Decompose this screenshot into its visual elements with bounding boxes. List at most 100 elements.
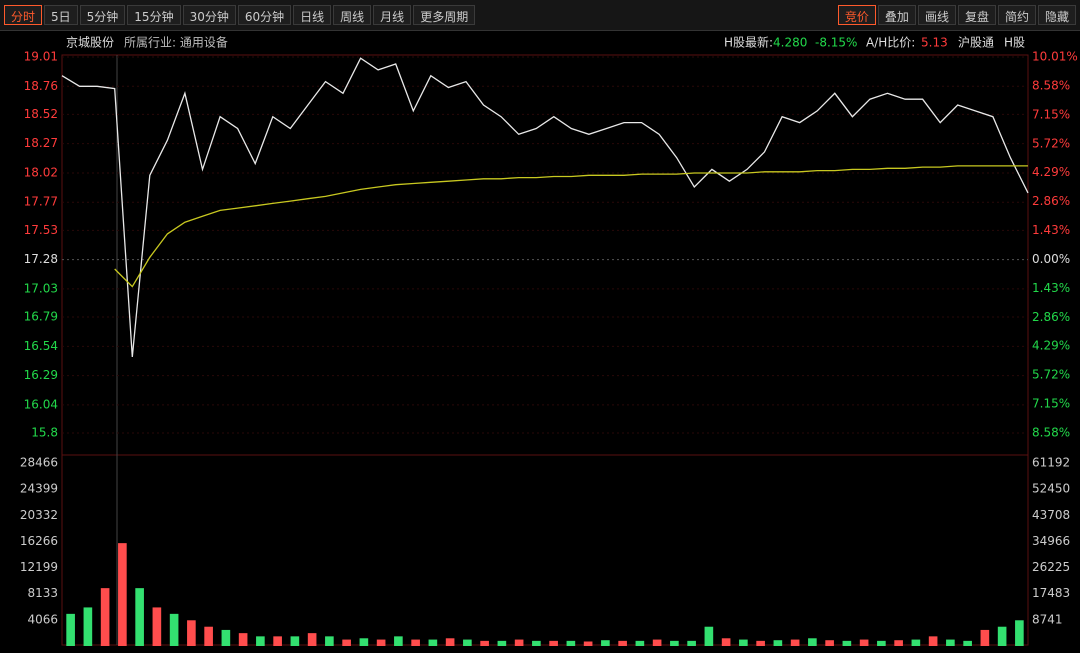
y-tick-label: 4066 (27, 612, 58, 626)
volume-bar (359, 638, 369, 646)
toolbar-button[interactable]: 复盘 (957, 5, 996, 25)
y-tick-label: 16.29 (24, 368, 58, 382)
volume-bar (463, 639, 472, 646)
toolbar-left: 分时 5日 5分钟 15分钟 30分钟 60分钟 日线 周线 月线 更多周期 (0, 0, 479, 30)
volume-bar (963, 640, 972, 646)
toolbar-button[interactable]: 隐藏 (1037, 5, 1076, 25)
h-label: H股最新: (724, 35, 773, 50)
volume-bar (256, 636, 265, 646)
volume-bar (583, 641, 593, 646)
volume-bar (652, 639, 662, 646)
y2-tick-label: 1.43% (1032, 223, 1070, 237)
y-tick-label: 17.03 (24, 281, 58, 295)
volume-bar (325, 636, 334, 646)
volume-bar (618, 640, 627, 646)
y2-tick-label: 8.58% (1032, 426, 1070, 440)
volume-bar (842, 640, 852, 646)
y-tick-label: 15.8 (31, 426, 58, 440)
toolbar-button[interactable]: 叠加 (877, 5, 916, 25)
volume-bar (687, 640, 696, 646)
toolbar-button[interactable]: 简约 (997, 5, 1036, 25)
y-tick-label: 18.76 (24, 79, 58, 93)
volume-bar (273, 636, 282, 646)
y2-tick-label: 5.72% (1032, 136, 1070, 150)
toolbar-button[interactable]: 15分钟 (127, 5, 181, 25)
volume-bar (118, 543, 127, 646)
volume-bar (549, 640, 558, 646)
volume-bar (480, 640, 489, 646)
volume-bar (376, 639, 386, 646)
y-tick-label: 18.02 (24, 165, 58, 179)
volume-bar (704, 626, 714, 646)
y2-tick-label: 10.01% (1032, 50, 1078, 64)
price-line (114, 165, 1028, 288)
ah-ratio: 5.13 (921, 36, 948, 50)
y2-tick-label: 26225 (1032, 560, 1070, 574)
volume-bar (825, 640, 834, 646)
volume-bar (894, 640, 903, 646)
volume-bar (790, 639, 800, 646)
volume-bar (394, 636, 403, 646)
toolbar-button[interactable]: 日线 (293, 5, 332, 25)
y-tick-label: 18.27 (24, 136, 58, 150)
volume-bar (532, 640, 541, 646)
y2-tick-label: 2.86% (1032, 194, 1070, 208)
y2-tick-label: 1.43% (1032, 281, 1070, 295)
toolbar-button[interactable]: 60分钟 (237, 5, 292, 25)
volume-bar (946, 639, 955, 646)
y-tick-label: 17.28 (24, 252, 58, 266)
y2-tick-label: 4.29% (1032, 165, 1070, 179)
volume-bar (1015, 620, 1024, 646)
volume-bar (342, 639, 351, 646)
y2-tick-label: 5.72% (1032, 368, 1070, 382)
industry: 所属行业: 通用设备 (124, 36, 228, 50)
toolbar-button[interactable]: 画线 (917, 5, 956, 25)
toolbar-button[interactable]: 周线 (333, 5, 372, 25)
volume-bar (670, 640, 679, 646)
volume-bar (911, 639, 921, 646)
volume-bar (290, 636, 300, 646)
y-tick-label: 16.79 (24, 310, 58, 324)
y2-tick-label: 7.15% (1032, 107, 1070, 121)
volume-bar (307, 633, 317, 646)
y2-tick-label: 34966 (1032, 534, 1070, 548)
toolbar-button[interactable]: 月线 (373, 5, 412, 25)
y2-tick-label: 17483 (1032, 586, 1070, 600)
y2-tick-label: 4.29% (1032, 339, 1070, 353)
y-tick-label: 16266 (20, 534, 58, 548)
toolbar-button[interactable]: 5分钟 (79, 5, 126, 25)
toolbar: 分时 5日 5分钟 15分钟 30分钟 60分钟 日线 周线 月线 更多周期 竞价 叠加 画线 复盘 简约… (0, 0, 1080, 31)
volume-bar (204, 626, 213, 646)
y-tick-label: 17.53 (24, 223, 58, 237)
toolbar-button[interactable]: 分时 (4, 5, 43, 25)
volume-bar (66, 613, 75, 646)
toolbar-button[interactable]: 竞价 (837, 5, 876, 25)
volume-bar (773, 640, 783, 646)
toolbar-button[interactable]: 5日 (44, 5, 78, 25)
y-tick-label: 16.04 (24, 397, 58, 411)
tag: H股 (1004, 36, 1025, 50)
toolbar-button[interactable]: 30分钟 (182, 5, 236, 25)
volume-bar (566, 640, 576, 646)
y-tick-label: 17.77 (24, 195, 58, 209)
y-tick-label: 19.01 (24, 50, 58, 64)
volume-bar (100, 588, 110, 646)
y-tick-label: 12199 (20, 560, 58, 574)
toolbar-button[interactable]: 更多周期 (413, 5, 476, 25)
volume-bar (152, 607, 162, 646)
y2-tick-label: 2.86% (1032, 310, 1070, 324)
volume-bar (756, 640, 765, 646)
ah-label: A/H比价: (866, 36, 915, 50)
y2-tick-label: 7.15% (1032, 397, 1070, 411)
toolbar-right: 竞价 叠加 画线 复盘 简约 隐藏 (834, 0, 1080, 30)
h-change: -8.15% (815, 36, 857, 50)
volume-bar (221, 629, 231, 646)
volume-bar (928, 636, 938, 646)
volume-bar (877, 640, 886, 646)
volume-bar (601, 640, 610, 646)
y2-tick-label: 52450 (1032, 482, 1070, 496)
volume-bar (739, 639, 748, 646)
volume-bar (808, 638, 817, 646)
